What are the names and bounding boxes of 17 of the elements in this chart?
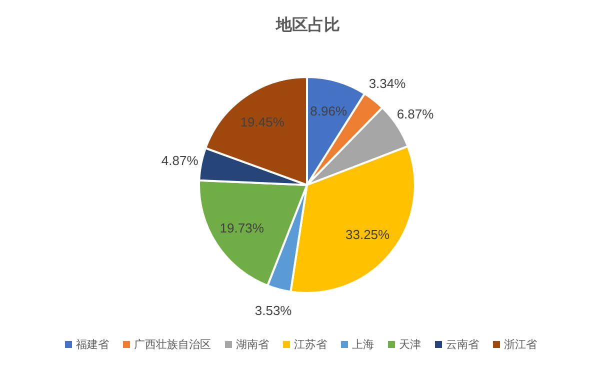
- legend-label: 云南省: [446, 338, 479, 351]
- data-label: 3.53%: [254, 303, 292, 318]
- data-label: 19.73%: [220, 220, 264, 236]
- data-label: 4.87%: [161, 152, 199, 168]
- legend-label: 湖南省: [236, 338, 269, 351]
- legend-label: 广西壮族自治区: [134, 338, 211, 351]
- data-label: 19.45%: [240, 114, 285, 130]
- data-label: 6.87%: [396, 106, 434, 122]
- legend-label: 浙江省: [504, 338, 537, 351]
- legend-label: 天津: [399, 338, 421, 351]
- legend-label: 福建省: [76, 338, 109, 351]
- legend-label: 上海: [352, 338, 374, 351]
- data-label: 3.34%: [368, 76, 406, 92]
- legend-label: 江苏省: [294, 338, 327, 351]
- data-label: 33.25%: [346, 226, 390, 242]
- data-label: 8.96%: [310, 103, 348, 118]
- chart-title: 地区占比: [275, 16, 340, 34]
